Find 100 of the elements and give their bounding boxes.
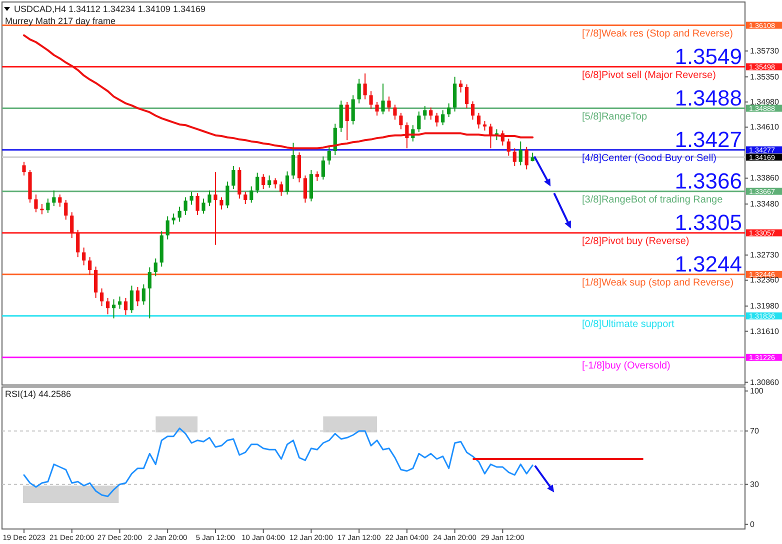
annotation: 1.3427 bbox=[674, 126, 742, 152]
ref-line-label: [5/8]RangeTop bbox=[582, 111, 648, 122]
y-tick-label: 1.31610 bbox=[750, 326, 780, 336]
candlestick bbox=[154, 258, 158, 277]
candlestick bbox=[470, 100, 475, 120]
candlestick bbox=[88, 256, 92, 276]
ref-line-label: [-1/8]buy (Oversold) bbox=[582, 360, 670, 372]
y-tick-label: 1.33860 bbox=[750, 174, 780, 183]
y-tick-label: 0 bbox=[750, 520, 755, 529]
candlestick bbox=[369, 90, 373, 110]
candlestick bbox=[387, 96, 391, 112]
candlestick bbox=[22, 161, 26, 176]
annotation: 1.3244 bbox=[674, 251, 742, 276]
candlestick bbox=[52, 190, 56, 207]
candlestick bbox=[148, 266, 152, 319]
candlestick bbox=[94, 266, 98, 298]
candlestick bbox=[256, 172, 260, 194]
candlestick bbox=[196, 192, 200, 216]
y-tick-label: 1.35730 bbox=[750, 46, 780, 56]
ref-line-label: [2/8]Pivot buy (Reverse) bbox=[582, 236, 690, 247]
ref-line-label: [6/8]Pivot sell (Major Reverse) bbox=[582, 70, 716, 81]
ref-line-label: [3/8]RangeBot of trading Range bbox=[582, 194, 724, 206]
candlestick bbox=[512, 148, 516, 166]
candlestick bbox=[232, 165, 236, 190]
candlestick bbox=[351, 94, 355, 125]
candlestick bbox=[64, 199, 68, 220]
candlestick bbox=[250, 186, 254, 204]
y-tick-label: 30 bbox=[750, 480, 760, 489]
candlestick bbox=[70, 212, 74, 239]
candlestick bbox=[381, 83, 385, 115]
candlestick bbox=[363, 72, 367, 100]
candlestick bbox=[417, 111, 421, 132]
ref-line-label: [0/8]Ultimate support bbox=[582, 318, 674, 330]
candlestick bbox=[524, 146, 528, 170]
candlestick bbox=[244, 191, 248, 205]
candlestick bbox=[429, 106, 433, 120]
candlestick bbox=[214, 172, 218, 246]
candlestick bbox=[184, 196, 188, 216]
annotation: 1.3305 bbox=[674, 210, 742, 235]
candlestick bbox=[136, 286, 140, 307]
candlestick bbox=[208, 190, 212, 207]
candlestick bbox=[339, 100, 343, 132]
ref-line-label: [7/8]Weak res (Stop and Reverse) bbox=[582, 28, 733, 40]
candlestick bbox=[58, 194, 62, 208]
candlestick bbox=[279, 181, 284, 196]
y-tick-label: 70 bbox=[750, 426, 760, 436]
candlestick bbox=[46, 198, 50, 214]
candlestick bbox=[112, 298, 116, 319]
candlestick bbox=[166, 216, 170, 240]
candlestick bbox=[142, 284, 146, 306]
candlestick bbox=[172, 213, 176, 225]
y-tick-label: 1.35350 bbox=[750, 72, 780, 82]
candlestick bbox=[130, 285, 134, 314]
candlestick bbox=[202, 198, 206, 214]
candlestick bbox=[190, 191, 194, 206]
candlestick bbox=[297, 152, 302, 183]
candlestick bbox=[178, 206, 182, 222]
candlestick bbox=[435, 112, 439, 127]
chart-title: RSI(14) 44.2586 bbox=[5, 389, 72, 399]
candlestick bbox=[106, 297, 110, 315]
candlestick bbox=[291, 142, 296, 180]
candlestick bbox=[226, 181, 230, 209]
candlestick bbox=[100, 288, 104, 307]
annotation: 1.3549 bbox=[674, 44, 742, 69]
text: Murrey Math 217 day frame bbox=[5, 16, 116, 26]
candlestick bbox=[76, 229, 80, 258]
candlestick bbox=[327, 146, 331, 166]
candlestick bbox=[393, 104, 397, 120]
candlestick bbox=[285, 170, 290, 196]
annotation: 1.3488 bbox=[674, 85, 742, 110]
candlestick bbox=[518, 140, 522, 166]
candlestick bbox=[124, 297, 128, 316]
candlestick bbox=[441, 110, 445, 126]
annotation: 1.3366 bbox=[674, 168, 742, 194]
candlestick bbox=[458, 80, 463, 93]
candlestick bbox=[375, 102, 379, 116]
y-tick-label: 1.31980 bbox=[750, 302, 780, 311]
candlestick bbox=[303, 174, 308, 204]
y-tick-label: 100 bbox=[750, 386, 764, 396]
candlestick bbox=[476, 112, 481, 130]
candlestick bbox=[34, 194, 38, 213]
y-tick-label: 1.32730 bbox=[750, 250, 780, 260]
candlestick bbox=[82, 247, 86, 266]
candlestick bbox=[464, 84, 469, 109]
candlestick bbox=[220, 196, 224, 210]
candlestick bbox=[447, 102, 451, 118]
candlestick bbox=[321, 156, 325, 180]
y-tick-label: 1.33480 bbox=[750, 200, 780, 209]
candlestick bbox=[315, 170, 319, 182]
line-series bbox=[23, 428, 534, 498]
y-tick-label: 1.34980 bbox=[750, 98, 780, 106]
chart-title: USDCAD,H4 1.34112 1.34234 1.34109 1.34169 bbox=[14, 4, 206, 14]
y-tick-label: 1.30860 bbox=[750, 378, 780, 387]
candlestick bbox=[399, 112, 403, 130]
candlestick bbox=[453, 76, 457, 112]
candlestick bbox=[482, 120, 487, 132]
candlestick bbox=[268, 174, 272, 188]
ref-line-label: [4/8]Center (Good Buy or Sell) bbox=[582, 152, 717, 164]
candlestick bbox=[274, 178, 278, 189]
candlestick bbox=[262, 174, 266, 190]
